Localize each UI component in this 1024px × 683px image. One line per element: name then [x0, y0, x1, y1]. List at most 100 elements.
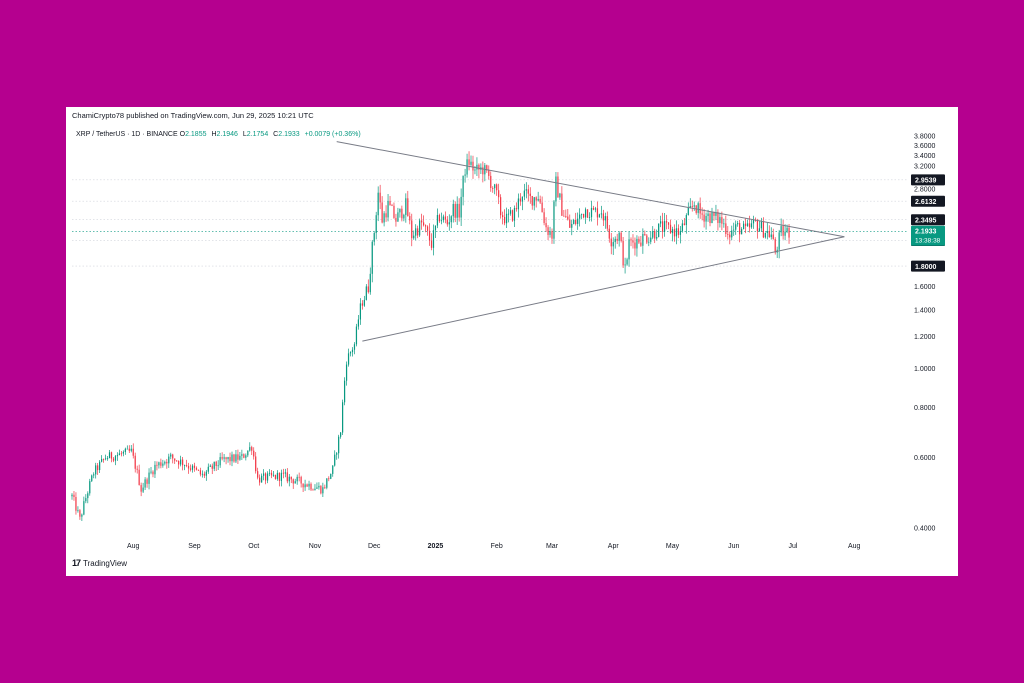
candle-body [650, 237, 652, 242]
candle-body [746, 223, 749, 226]
candle-body [292, 479, 294, 484]
candle-body [507, 213, 510, 215]
candle-body [409, 216, 411, 221]
candle-body [472, 161, 474, 171]
candle-body [529, 193, 531, 196]
candle-body [786, 227, 788, 232]
candle-body [237, 454, 239, 460]
candle-body [154, 464, 156, 475]
candle-body [581, 213, 583, 215]
candle-body [182, 459, 184, 466]
candle-body [638, 238, 640, 243]
candle-body [434, 225, 437, 231]
candle-body [628, 239, 630, 260]
candle-body [547, 227, 549, 235]
candle-body [399, 208, 401, 213]
candle-body [102, 458, 105, 460]
y-tick-label: 1.6000 [914, 284, 936, 291]
y-tick-label: 1.2000 [914, 334, 936, 341]
candle-body [142, 487, 144, 492]
candle-body [243, 454, 245, 458]
candle-body [622, 240, 624, 266]
candle-body [571, 223, 573, 228]
publisher-line: ChamiCrypto78 published on TradingView.c… [72, 111, 314, 120]
candle-body [312, 489, 314, 491]
candle-body [531, 195, 533, 206]
candle-body [397, 212, 399, 222]
candle-body [189, 468, 192, 470]
candle-body [383, 213, 385, 223]
candle-body [602, 213, 604, 221]
symbol-name[interactable]: XRP / TetherUS · 1D · BINANCE [76, 131, 178, 138]
candle-body [452, 203, 454, 217]
candle-body [229, 457, 231, 462]
level-badge-label: 1.8000 [915, 264, 937, 271]
candle-body [421, 220, 423, 223]
candle-body [533, 197, 535, 206]
candle-body [523, 190, 525, 197]
candle-body [748, 223, 751, 228]
candle-body [389, 200, 391, 206]
candle-body [101, 458, 103, 462]
candle-body [525, 189, 527, 191]
candle-body [302, 483, 304, 488]
candle-body [393, 205, 395, 218]
candle-body [227, 457, 229, 460]
candle-body [178, 460, 180, 465]
candle-body [136, 468, 138, 470]
y-tick-label: 3.6000 [914, 143, 936, 150]
candle-body [685, 214, 687, 226]
candle-body [474, 169, 476, 171]
price-chart[interactable]: 3.8000 3.6000 3.4000 3.2000 2.8000 1.6000 1.40… [66, 107, 958, 576]
candle-body [207, 466, 209, 472]
candle-body [359, 303, 362, 320]
candle-body [494, 184, 496, 189]
change-value: +0.0079 (+0.36%) [304, 131, 361, 138]
candle-body [353, 344, 356, 350]
candle-body [482, 167, 484, 175]
candle-body [93, 474, 95, 476]
level-badge [911, 214, 945, 226]
candle-body [110, 452, 113, 459]
candle-body [620, 232, 622, 241]
candle-body [300, 477, 302, 484]
candle-body [719, 217, 721, 223]
candle-body [723, 223, 725, 225]
candle-body [644, 233, 646, 236]
candle-body [709, 213, 711, 224]
candle-body [361, 303, 363, 306]
candle-body [262, 473, 265, 476]
candle-body [535, 197, 537, 201]
candle-body [693, 205, 695, 207]
candle-body [97, 465, 99, 471]
candle-body [600, 213, 602, 215]
candle-body [691, 206, 693, 207]
high-value: 2.1946 [216, 131, 238, 138]
candle-body [721, 217, 723, 224]
candle-body [500, 197, 502, 216]
candle-body [284, 472, 286, 474]
candle-body [660, 221, 662, 224]
candle-body [316, 487, 318, 489]
candle-body [77, 510, 79, 512]
x-tick-label: Nov [309, 543, 322, 550]
candle-body [573, 219, 575, 224]
candle-body [199, 470, 202, 475]
candle-body [326, 478, 328, 488]
candle-body [278, 472, 281, 481]
candle-body [148, 472, 150, 484]
candle-body [588, 217, 591, 218]
candle-body [654, 231, 656, 239]
candle-body [557, 176, 559, 198]
candle-body [162, 463, 164, 466]
candle-body [563, 215, 565, 217]
candle-body [470, 161, 472, 165]
x-tick-label: Sep [188, 543, 201, 550]
candle-body [707, 213, 709, 217]
candle-body [731, 230, 733, 238]
tradingview-brand-name: TradingView [83, 558, 128, 568]
candle-body [426, 226, 429, 231]
candle-body [328, 478, 330, 480]
candle-body [85, 498, 87, 502]
candle-body [391, 205, 393, 207]
